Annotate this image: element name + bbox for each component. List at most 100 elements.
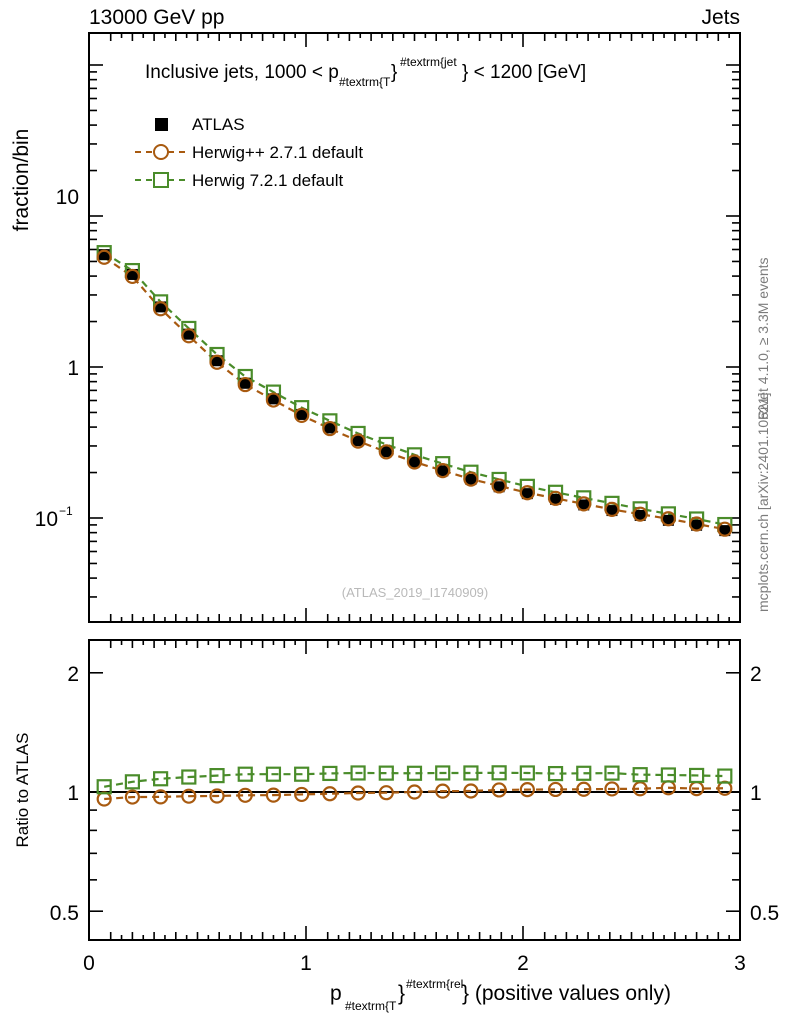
ratio-panel: Ratio to ATLAS 2 1 0.5 2 1 0.5: [13, 639, 779, 941]
marker-open-circle: [265, 392, 282, 408]
marker-open-circle: [435, 783, 451, 799]
marker-filled-square: [634, 509, 646, 521]
marker-filled-square: [239, 377, 251, 389]
marker-filled-square: [550, 493, 562, 505]
title-post: } < 1200 [GeV]: [462, 62, 586, 83]
main-ytick-0p1-base: 10: [35, 508, 58, 531]
marker-filled-square: [267, 393, 279, 405]
ratio-ytick-1-right: 1: [750, 782, 762, 805]
filled-square-icon: [155, 118, 168, 131]
xlabel-mid: }: [398, 982, 405, 1005]
marker-filled-square: [409, 456, 420, 468]
marker-open-circle: [209, 354, 225, 370]
marker-open-circle: [181, 328, 197, 344]
marker-filled-square: [578, 499, 590, 511]
marker-filled-square: [155, 301, 167, 313]
marker-open-circle: [547, 490, 564, 506]
xlabel-post: } (positive values only): [462, 982, 671, 1005]
main-ytick-10: 10: [56, 186, 79, 209]
marker-open-square: [717, 768, 733, 784]
marker-filled-square: [211, 355, 223, 367]
x-tick-label-0: 0: [83, 952, 95, 975]
main-ytick-0p1: 10 −1: [35, 504, 73, 531]
marker-open-circle: [96, 249, 112, 265]
marker-open-circle: [124, 268, 140, 285]
marker-open-circle: [547, 781, 564, 798]
marker-open-square: [660, 767, 676, 783]
main-ytick-0p1-exp: −1: [59, 504, 73, 518]
marker-open-square: [378, 765, 394, 781]
marker-open-circle: [237, 376, 253, 393]
marker-open-circle: [406, 784, 423, 800]
marker-open-circle: [350, 785, 366, 801]
title-sup: #textrm{jet: [400, 55, 457, 69]
marker-filled-square: [719, 525, 731, 537]
marker-open-circle: [519, 485, 535, 501]
marker-open-circle: [604, 501, 620, 518]
series-markers-Herwig++ 2.7.1 default: [96, 249, 733, 537]
marker-open-square: [96, 779, 112, 795]
ratio-line-Herwig 7.2.1 default: [104, 771, 725, 788]
marker-open-circle: [604, 781, 620, 797]
marker-filled-square: [352, 435, 364, 447]
xlabel-sub: #textrm{T: [345, 999, 397, 1013]
legend-entry-herwigpp: Herwig++ 2.7.1 default: [135, 143, 363, 162]
x-tick-label-3: 3: [734, 952, 746, 975]
marker-filled-square: [606, 505, 618, 517]
marker-open-square: [463, 765, 479, 781]
marker-open-circle: [378, 444, 394, 460]
marker-filled-square: [662, 514, 674, 526]
ratio-markers-Herwig 7.2.1 default: [96, 765, 733, 795]
marker-open-circle: [378, 785, 394, 801]
marker-open-square: [181, 769, 197, 785]
marker-filled-square: [521, 488, 533, 500]
marker-open-square: [604, 765, 620, 781]
marker-open-circle: [237, 787, 253, 803]
marker-filled-square: [493, 481, 505, 493]
ratio-y-axis-label: Ratio to ATLAS: [13, 733, 32, 848]
marker-open-circle: [350, 433, 366, 449]
marker-filled-square: [183, 328, 195, 340]
marker-open-circle: [632, 506, 648, 522]
header-right: Jets: [701, 6, 740, 29]
marker-open-square: [350, 765, 366, 781]
marker-open-square: [265, 766, 282, 782]
ratio-inner: [89, 765, 740, 807]
ratio-series-group: [89, 765, 740, 807]
analysis-watermark: (ATLAS_2019_I1740909): [342, 585, 488, 600]
legend-label-herwigpp: Herwig++ 2.7.1 default: [192, 143, 363, 162]
marker-open-square: [124, 774, 141, 790]
marker-filled-square: [465, 473, 477, 485]
marker-open-circle: [153, 789, 169, 805]
header-left: 13000 GeV pp: [89, 6, 224, 29]
title-mid: }: [391, 62, 397, 83]
xlabel-pre: p: [330, 982, 342, 1005]
main-axis-ticks: [88, 33, 741, 622]
main-inner: [96, 245, 733, 537]
open-square-icon: [153, 172, 169, 188]
marker-filled-square: [296, 408, 308, 420]
title-pre: Inclusive jets, 1000 < p: [145, 62, 339, 83]
marker-open-square: [406, 765, 423, 781]
marker-filled-square: [126, 268, 138, 280]
legend-entry-herwig7: Herwig 7.2.1 default: [135, 171, 343, 190]
marker-open-circle: [463, 783, 479, 799]
side-label-rivet: Rivet 4.1.0, ≥ 3.3M events: [755, 257, 771, 420]
marker-open-circle: [491, 478, 507, 494]
legend: ATLAS Herwig++ 2.7.1 default Herwig 7.2.…: [135, 115, 363, 190]
legend-label-atlas: ATLAS: [192, 115, 245, 134]
ratio-line-Herwig++ 2.7.1 default: [104, 786, 725, 801]
marker-open-square: [632, 767, 648, 783]
marker-filled-square: [98, 249, 110, 261]
marker-open-circle: [209, 788, 225, 804]
ratio-axis-ticks: [88, 640, 741, 940]
marker-filled-square: [437, 465, 449, 477]
marker-open-circle: [717, 521, 733, 537]
marker-open-circle: [153, 301, 169, 317]
marker-open-square: [688, 767, 705, 784]
x-tick-labels: 0 1 2 3: [83, 952, 746, 975]
marker-open-square: [435, 765, 451, 781]
legend-label-herwig7: Herwig 7.2.1 default: [192, 171, 343, 190]
marker-open-circle: [463, 471, 479, 487]
